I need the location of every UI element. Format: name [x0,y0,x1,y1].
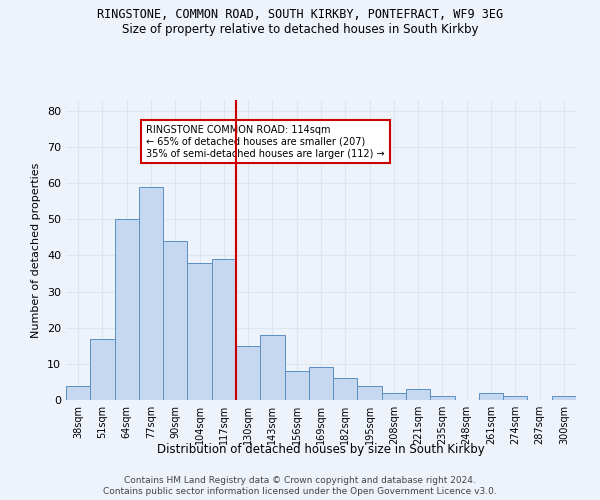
Bar [406,389,430,400]
Bar [187,262,212,400]
Bar [479,393,503,400]
Bar [236,346,260,400]
Bar [284,371,309,400]
Bar [552,396,576,400]
Text: Contains public sector information licensed under the Open Government Licence v3: Contains public sector information licen… [103,488,497,496]
Bar [358,386,382,400]
Bar [430,396,455,400]
Bar [115,220,139,400]
Bar [260,335,284,400]
Bar [66,386,90,400]
Bar [139,186,163,400]
Text: Distribution of detached houses by size in South Kirkby: Distribution of detached houses by size … [157,442,485,456]
Bar [333,378,358,400]
Bar [309,368,333,400]
Text: RINGSTONE, COMMON ROAD, SOUTH KIRKBY, PONTEFRACT, WF9 3EG: RINGSTONE, COMMON ROAD, SOUTH KIRKBY, PO… [97,8,503,20]
Text: RINGSTONE COMMON ROAD: 114sqm
← 65% of detached houses are smaller (207)
35% of : RINGSTONE COMMON ROAD: 114sqm ← 65% of d… [146,126,385,158]
Bar [212,259,236,400]
Y-axis label: Number of detached properties: Number of detached properties [31,162,41,338]
Text: Size of property relative to detached houses in South Kirkby: Size of property relative to detached ho… [122,22,478,36]
Bar [382,393,406,400]
Bar [90,338,115,400]
Bar [503,396,527,400]
Bar [163,241,187,400]
Text: Contains HM Land Registry data © Crown copyright and database right 2024.: Contains HM Land Registry data © Crown c… [124,476,476,485]
